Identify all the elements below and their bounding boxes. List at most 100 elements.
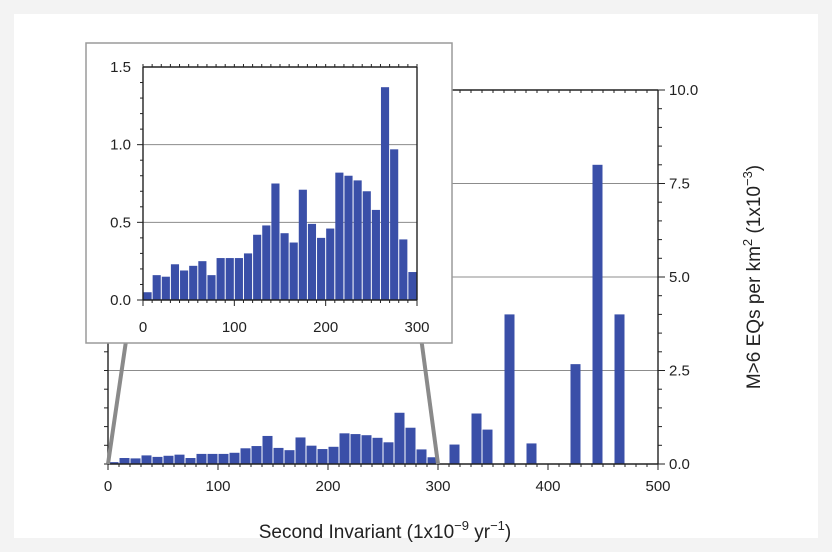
main-x-tick-label: 0 [104,478,112,495]
x-axis-label-text: Second Invariant (1x10 [259,522,454,543]
x-axis-label: Second Invariant (1x10−9 yr−1) [259,518,512,543]
main-bar [130,458,141,464]
main-y-tick-label: 5.0 [669,269,690,286]
inset-bar [353,180,362,300]
y-axis-label: M>6 EQs per km2 (1x10−3) [740,165,765,389]
inset-bar [335,172,344,300]
inset-bar [289,242,298,300]
main-bar [306,445,317,464]
main-bar [262,435,273,464]
main-bar [119,458,130,464]
inset-bar [225,258,234,300]
main-bar [240,448,251,464]
main-y-tick-label: 0.0 [669,456,690,473]
inset-bar [143,292,152,300]
main-bar [141,455,152,464]
main-bar [284,450,295,464]
inset-x-tick-label: 100 [222,319,247,336]
inset-x-tick-labels: 0 100 200 300 [139,319,430,336]
main-bar [152,456,163,464]
main-bar [394,412,405,464]
main-bar [174,454,185,464]
main-bars [108,164,625,465]
main-bar [471,413,482,464]
inset-bar [152,275,161,300]
inset-bar [198,261,207,300]
main-bar [592,164,603,465]
main-bar [339,433,350,464]
y-axis-label-mid: (1x10 [744,186,765,239]
main-bar [207,453,218,464]
main-bar [405,427,416,464]
main-bar [570,364,581,464]
y-axis-label-text: M>6 EQs per km [744,246,765,389]
main-x-tick-label: 500 [645,478,670,495]
inset-bar [362,191,371,300]
inset-bar [371,209,380,300]
inset-bar [280,233,289,300]
inset-gridlines [143,144,417,223]
main-y-tick-label: 7.5 [669,176,690,193]
main-bar [273,447,284,464]
main-bar [317,449,328,464]
main-bar [163,455,174,464]
main-bar [196,453,207,464]
main-bar [251,446,262,464]
inset-bar [253,234,262,300]
inset-bar [307,223,317,300]
inset-bar [408,272,417,300]
inset-bar [234,258,243,300]
y-axis-label-exponent: 2 [740,239,755,246]
main-x-tick-labels: 0 100 200 300 400 500 [104,478,671,495]
main-bar [350,434,361,464]
inset-bars [143,87,417,301]
inset-bar [170,264,180,300]
main-y-tick-label: 2.5 [669,363,690,380]
main-bar [372,437,383,464]
inset-y-tick-label: 0.0 [110,292,131,309]
main-bar [416,449,427,464]
main-bar [383,442,394,464]
main-bar [449,444,460,464]
inset-bar [399,239,408,300]
main-bar [229,452,240,464]
inset-bar [390,149,399,300]
inset-bar [271,183,280,300]
x-axis-label-unit-exponent: −1 [490,518,505,533]
main-y-tick-label: 10.0 [669,82,698,99]
main-bar [185,458,196,464]
main-x-tick-label: 400 [535,478,560,495]
main-bar [108,462,119,464]
inset-bar [262,225,271,300]
inset-bar [216,258,225,300]
inset-y-tick-labels: 0.0 0.5 1.0 1.5 [110,59,131,309]
inset-axes [137,64,418,306]
main-bar [482,429,493,464]
main-bar [218,453,229,464]
inset-x-tick-label: 300 [404,319,429,336]
main-bar [328,446,339,464]
inset-y-tick-label: 1.5 [110,59,131,76]
main-x-tick-label: 300 [425,478,450,495]
main-bar [361,435,372,464]
main-x-tick-label: 200 [315,478,340,495]
inset-bar [344,175,353,300]
x-axis-label-unit: yr [469,522,491,543]
inset-bar [298,189,307,300]
inset-bar [207,275,216,300]
inset-bar [326,228,335,300]
inset-bar [317,237,326,300]
inset-x-tick-label: 0 [139,319,147,336]
y-axis-label-exponent-2: −3 [740,171,755,186]
inset-bar [189,265,198,300]
inset-bar [243,253,253,300]
inset-x-tick-label: 200 [313,319,338,336]
main-bar [614,314,625,464]
inset-y-tick-label: 1.0 [110,137,131,154]
main-bar [295,437,306,464]
main-bar [427,457,438,464]
inset-bar [161,276,170,300]
x-axis-label-close: ) [505,522,511,543]
